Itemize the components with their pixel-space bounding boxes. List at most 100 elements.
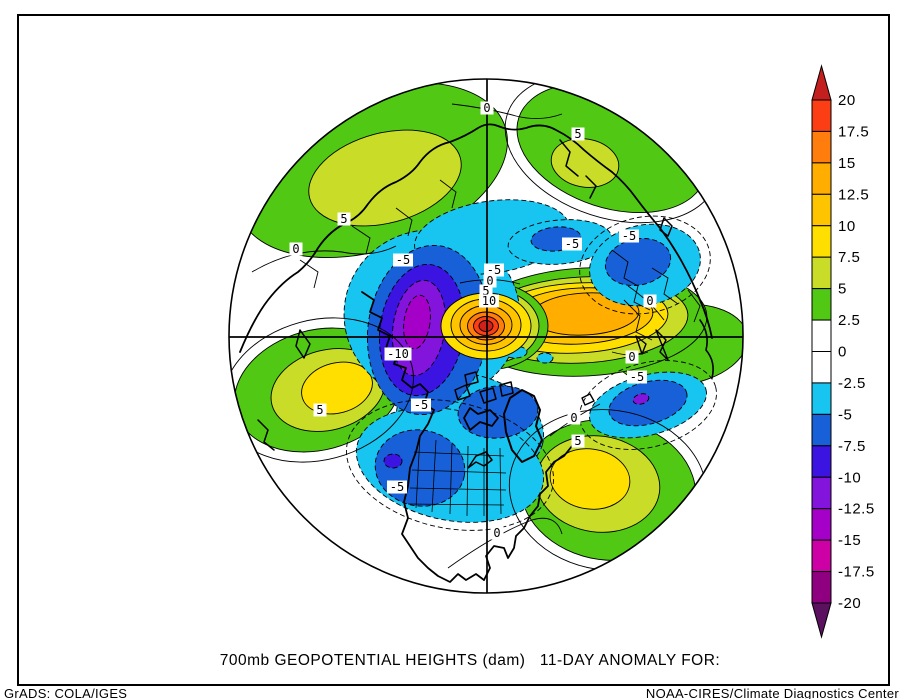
contour-label: 0 xyxy=(480,101,494,115)
state-border xyxy=(449,443,453,515)
zero-contour-line xyxy=(451,103,563,119)
contour-label-box xyxy=(479,284,493,298)
colorbar-tick-label: -17.5 xyxy=(838,564,875,581)
contour-ring xyxy=(579,215,711,315)
coastline xyxy=(454,384,471,401)
coastline xyxy=(295,329,311,359)
colorbar-tick-label: 2.5 xyxy=(838,312,860,329)
colorbar-tick-label: -20 xyxy=(838,595,861,612)
colorbar-tick-label: -5 xyxy=(838,406,852,423)
state-border xyxy=(415,435,421,509)
contour-label-text: 5 xyxy=(574,434,581,448)
grads-attribution: GrADS: COLA/IGES xyxy=(4,686,128,699)
plot-frame xyxy=(17,14,890,686)
contour-label-text: -5 xyxy=(390,480,404,494)
contour-label-box xyxy=(627,370,647,384)
colorbar-band xyxy=(811,445,832,478)
coastline xyxy=(257,419,275,451)
colorbar-band xyxy=(811,413,832,447)
contour-label-text: 0 xyxy=(628,350,635,364)
contour-label: -5 xyxy=(387,480,407,494)
colorbar-tick-label: 0 xyxy=(838,344,847,361)
colorbar-band xyxy=(811,539,832,573)
plot-title-line1: 700mb GEOPOTENTIAL HEIGHTS (dam) 11-DAY … xyxy=(219,652,721,669)
contour-label: -5 xyxy=(627,370,647,384)
contour-label-text: -5 xyxy=(414,398,428,412)
colorbar-tick-label: 5 xyxy=(838,281,847,298)
state-border xyxy=(413,451,505,457)
contour-label: -5 xyxy=(619,229,639,243)
colorbar-tick-label: 12.5 xyxy=(838,186,869,203)
contour-label-text: -5 xyxy=(565,237,579,251)
coastline xyxy=(503,389,543,463)
contour-label-box xyxy=(337,212,351,226)
contour-label-text: 0 xyxy=(646,294,653,308)
coastline xyxy=(463,407,499,431)
contour-label-text: -5 xyxy=(487,263,501,277)
colorbar-band xyxy=(811,476,832,510)
state-border xyxy=(409,487,507,491)
coastline xyxy=(499,381,514,397)
contour-label: 0 xyxy=(625,350,639,364)
contour-label: 5 xyxy=(479,284,493,298)
contour-label: 5 xyxy=(571,127,585,141)
map-contour-layer xyxy=(229,79,743,583)
contour-label: 5 xyxy=(337,212,351,226)
contour-label-text: 5 xyxy=(316,403,323,417)
contour-label-box xyxy=(571,434,585,448)
colorbar-band xyxy=(811,508,832,541)
colorbar-tick-label: 17.5 xyxy=(838,123,869,140)
country-border xyxy=(299,259,319,289)
contour-label: -5 xyxy=(393,253,413,267)
contour-label: -5 xyxy=(562,237,582,251)
colorbar-band xyxy=(811,382,832,415)
coastline xyxy=(581,393,595,406)
contour-label-text: 5 xyxy=(340,212,347,226)
contour-label-box xyxy=(479,294,499,308)
colorbar-band xyxy=(811,193,832,227)
contour-label-text: 0 xyxy=(486,274,493,288)
map-boundary-circle xyxy=(228,78,744,594)
contour-label-box xyxy=(313,403,327,417)
plot-title: 700mb GEOPOTENTIAL HEIGHTS (dam) 11-DAY … xyxy=(220,618,720,699)
anomaly-region xyxy=(301,361,373,415)
contour-label-box xyxy=(484,263,504,277)
anomaly-region xyxy=(478,320,494,332)
contour-label-box xyxy=(411,398,431,412)
contour-label-text: 5 xyxy=(482,284,489,298)
contour-label-text: -5 xyxy=(630,370,644,384)
contour-label-box xyxy=(619,229,639,243)
contour-label-box xyxy=(480,101,494,115)
anomaly-region xyxy=(403,294,431,350)
country-border xyxy=(439,179,457,209)
contour-label-box xyxy=(289,242,303,256)
colorbar-band xyxy=(811,571,832,604)
coastline xyxy=(464,371,479,386)
contour-label-box xyxy=(393,253,413,267)
contour-label-text: 0 xyxy=(570,411,577,425)
anomaly-region xyxy=(536,352,554,364)
contour-label-text: 10 xyxy=(482,294,496,308)
contour-label-text: 5 xyxy=(574,127,581,141)
coastline xyxy=(699,319,714,379)
contour-label: 0 xyxy=(483,274,497,288)
anomaly-region xyxy=(457,385,539,439)
colorbar-tick-label: 10 xyxy=(838,218,856,235)
country-border xyxy=(623,299,653,341)
colorbar-arrow-bottom xyxy=(811,602,832,639)
colorbar-band xyxy=(811,225,832,258)
colorbar-tick-label: -12.5 xyxy=(838,501,875,518)
contour-label-text: 0 xyxy=(493,526,500,540)
state-border xyxy=(499,447,502,515)
contour-label-text: 0 xyxy=(483,101,490,115)
anomaly-region xyxy=(632,393,650,405)
country-border xyxy=(611,249,651,311)
anomaly-region xyxy=(383,453,403,469)
colorbar-tick-label: -7.5 xyxy=(838,438,866,455)
contour-label: 0 xyxy=(289,242,303,256)
contour-label: 0 xyxy=(643,294,657,308)
contour-label-box xyxy=(567,411,581,425)
coastline xyxy=(559,139,579,177)
contour-label-box xyxy=(490,526,504,540)
